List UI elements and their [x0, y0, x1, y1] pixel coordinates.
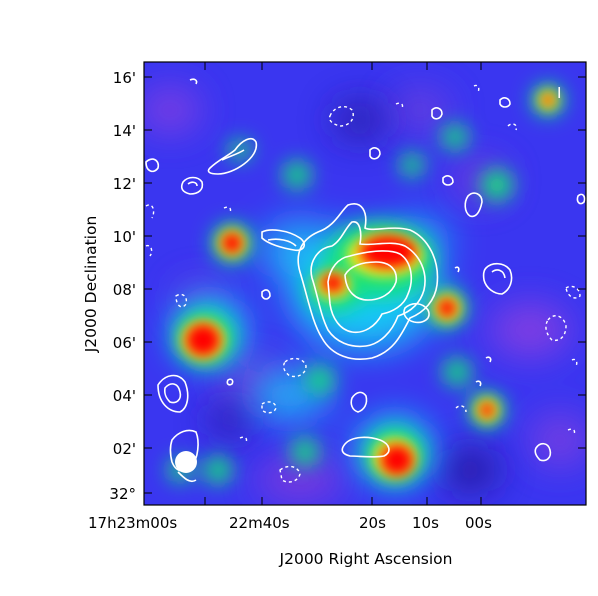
y-tick-labels: 16' 14' 12' 10' 08' 06' 04' 02' 32°: [109, 69, 136, 503]
y-tick-label: 06': [113, 334, 136, 352]
y-tick-label: 08': [113, 281, 136, 299]
y-tick-label: 16': [113, 69, 136, 87]
x-axis-title: J2000 Right Ascension: [279, 550, 453, 568]
y-tick-label: 04': [113, 387, 136, 405]
y-axis-title: J2000 Declination: [82, 216, 100, 354]
x-tick-label: 22m40s: [229, 514, 290, 532]
beam-marker: [175, 451, 197, 473]
y-tick-label: 12': [113, 175, 136, 193]
x-tick-labels: 17h23m00s 22m40s 20s 10s 00s: [88, 514, 492, 532]
plot-frame: [143, 61, 587, 506]
contour-overlay: [145, 78, 586, 483]
x-tick-label: 10s: [412, 514, 439, 532]
x-tick-label: 20s: [359, 514, 386, 532]
y-tick-label: 10': [113, 228, 136, 246]
negative-contours: [145, 84, 581, 483]
y-tick-label: 02': [113, 440, 136, 458]
tick-marks: [144, 62, 586, 505]
x-tick-label: 00s: [465, 514, 492, 532]
corner-marker: I: [557, 84, 561, 102]
sky-image: [144, 62, 586, 505]
y-tick-label: 32°: [109, 485, 136, 503]
y-tick-label: 14': [113, 122, 136, 140]
x-tick-label: 17h23m00s: [88, 514, 177, 532]
